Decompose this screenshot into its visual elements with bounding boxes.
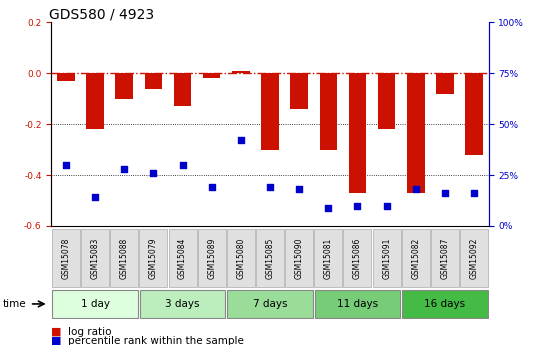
Text: ■: ■ [51, 336, 62, 345]
FancyBboxPatch shape [402, 229, 430, 287]
Bar [116, 73, 133, 99]
Text: GSM15086: GSM15086 [353, 237, 362, 278]
Text: GDS580 / 4923: GDS580 / 4923 [49, 7, 154, 21]
Text: 1 day: 1 day [80, 299, 110, 309]
Point [91, 195, 99, 200]
Text: time: time [3, 299, 26, 309]
Point [178, 162, 187, 168]
Bar [407, 73, 424, 193]
Point [470, 191, 478, 196]
Text: 16 days: 16 days [424, 299, 465, 309]
FancyBboxPatch shape [256, 229, 284, 287]
FancyBboxPatch shape [139, 229, 167, 287]
Bar [145, 73, 162, 89]
FancyBboxPatch shape [431, 229, 459, 287]
Bar [57, 73, 75, 81]
Text: GSM15080: GSM15080 [237, 237, 245, 278]
Text: GSM15078: GSM15078 [62, 237, 70, 278]
Text: GSM15091: GSM15091 [382, 237, 391, 278]
FancyBboxPatch shape [285, 229, 313, 287]
FancyBboxPatch shape [315, 290, 400, 318]
Text: 11 days: 11 days [337, 299, 378, 309]
FancyBboxPatch shape [198, 229, 226, 287]
Text: 7 days: 7 days [253, 299, 287, 309]
Point [149, 170, 158, 176]
Point [353, 203, 362, 208]
Text: log ratio: log ratio [68, 327, 111, 337]
Bar [232, 71, 249, 73]
Point [411, 187, 420, 192]
FancyBboxPatch shape [402, 290, 488, 318]
Text: 3 days: 3 days [165, 299, 200, 309]
Bar [378, 73, 395, 129]
Text: GSM15081: GSM15081 [324, 237, 333, 278]
Bar [174, 73, 191, 106]
Bar [291, 73, 308, 109]
Bar [86, 73, 104, 129]
FancyBboxPatch shape [460, 229, 488, 287]
Point [441, 191, 449, 196]
FancyBboxPatch shape [110, 229, 138, 287]
Bar [320, 73, 337, 150]
Point [120, 166, 129, 172]
Bar [203, 73, 220, 78]
FancyBboxPatch shape [168, 229, 197, 287]
Point [295, 187, 303, 192]
Bar [465, 73, 483, 155]
Bar [436, 73, 454, 93]
Point [266, 185, 274, 190]
Text: GSM15084: GSM15084 [178, 237, 187, 278]
Bar [349, 73, 366, 193]
Text: GSM15079: GSM15079 [149, 237, 158, 279]
FancyBboxPatch shape [227, 229, 255, 287]
Text: GSM15092: GSM15092 [470, 237, 478, 278]
FancyBboxPatch shape [314, 229, 342, 287]
Text: ■: ■ [51, 327, 62, 337]
FancyBboxPatch shape [343, 229, 372, 287]
Bar [261, 73, 279, 150]
FancyBboxPatch shape [52, 290, 138, 318]
Text: GSM15082: GSM15082 [411, 237, 420, 278]
Point [237, 138, 245, 143]
FancyBboxPatch shape [227, 290, 313, 318]
FancyBboxPatch shape [140, 290, 225, 318]
Text: GSM15083: GSM15083 [91, 237, 99, 278]
Point [62, 162, 70, 168]
Text: GSM15087: GSM15087 [441, 237, 449, 278]
FancyBboxPatch shape [81, 229, 109, 287]
Text: percentile rank within the sample: percentile rank within the sample [68, 336, 244, 345]
Text: GSM15090: GSM15090 [295, 237, 303, 279]
Point [324, 205, 333, 210]
Text: GSM15088: GSM15088 [120, 237, 129, 278]
FancyBboxPatch shape [52, 229, 80, 287]
Point [382, 203, 391, 208]
Text: GSM15085: GSM15085 [266, 237, 274, 278]
Text: GSM15089: GSM15089 [207, 237, 216, 278]
Point [207, 185, 216, 190]
FancyBboxPatch shape [373, 229, 401, 287]
